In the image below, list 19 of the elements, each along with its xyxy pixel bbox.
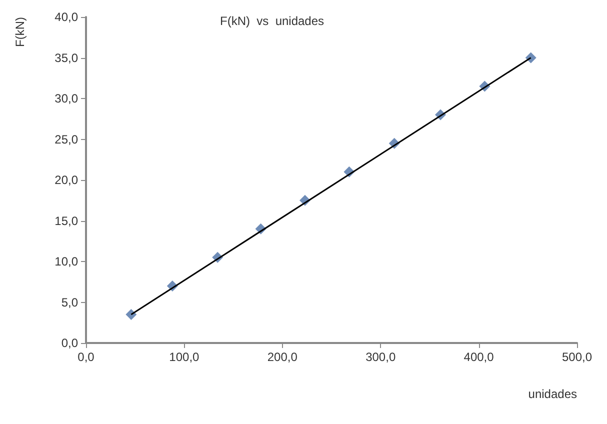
x-tick-label: 500,0 bbox=[562, 350, 592, 364]
x-axis-title: unidades bbox=[528, 387, 577, 401]
y-tick-label: 35,0 bbox=[54, 50, 78, 65]
x-tick-label: 300,0 bbox=[366, 350, 396, 364]
y-tick-label: 5,0 bbox=[61, 295, 78, 310]
y-tick-label: 40,0 bbox=[54, 10, 78, 24]
x-tick-label: 400,0 bbox=[464, 350, 494, 364]
y-tick-label: 20,0 bbox=[54, 173, 78, 187]
y-tick-label: 25,0 bbox=[54, 132, 78, 146]
y-tick-label: 15,0 bbox=[54, 214, 78, 228]
x-tick-label: 100,0 bbox=[169, 350, 200, 364]
chart-title: F(kN) vs unidades bbox=[220, 14, 324, 28]
y-tick-label: 30,0 bbox=[54, 92, 78, 106]
x-tick-label: 0,0 bbox=[78, 350, 95, 364]
y-axis-title: F(kN) bbox=[13, 17, 27, 47]
x-tick-label: 200,0 bbox=[267, 350, 298, 364]
y-tick-label: 10,0 bbox=[54, 254, 78, 268]
point bbox=[126, 308, 137, 320]
y-tick-label: 0,0 bbox=[61, 336, 78, 350]
